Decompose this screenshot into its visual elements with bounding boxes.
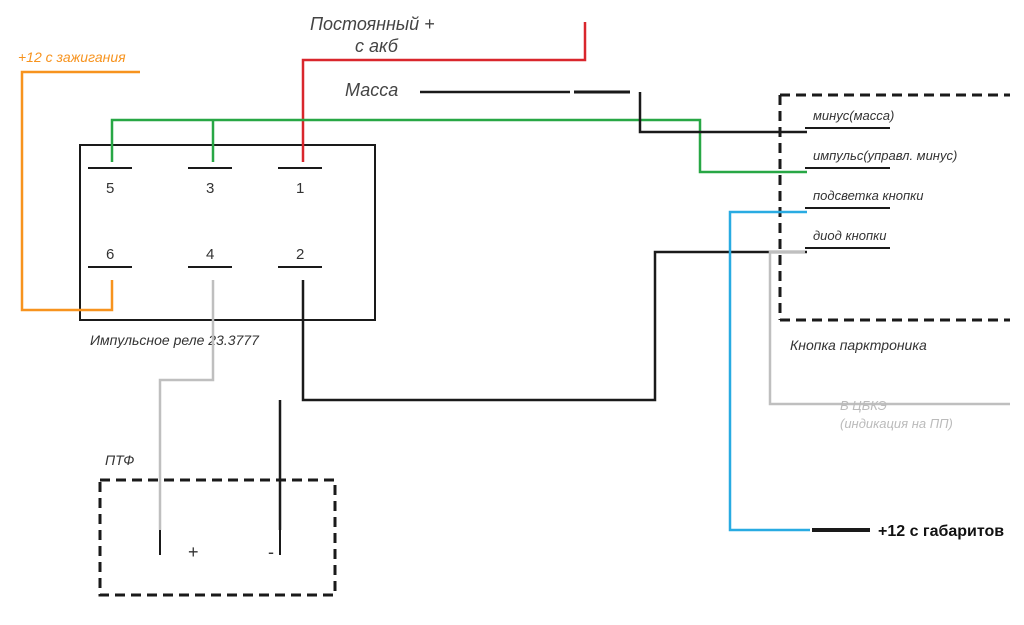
svg-text:Кнопка парктроника: Кнопка парктроника (790, 337, 927, 353)
svg-text:+12 с зажигания: +12 с зажигания (18, 49, 126, 65)
svg-text:6: 6 (106, 246, 114, 263)
svg-text:+: + (188, 542, 199, 562)
svg-text:В ЦБКЭ: В ЦБКЭ (840, 398, 887, 413)
svg-text:2: 2 (296, 246, 304, 263)
svg-text:(индикация на ПП): (индикация на ПП) (840, 416, 953, 431)
svg-text:импульс(управл. минус): импульс(управл. минус) (813, 148, 957, 163)
svg-text:Масса: Масса (345, 80, 398, 100)
svg-text:диод кнопки: диод кнопки (813, 228, 887, 243)
svg-text:1: 1 (296, 180, 304, 197)
svg-text:4: 4 (206, 246, 214, 263)
svg-text:подсветка кнопки: подсветка кнопки (813, 188, 924, 203)
svg-text:Импульсное реле 23.3777: Импульсное реле 23.3777 (90, 332, 260, 348)
svg-text:ПТФ: ПТФ (105, 452, 134, 468)
svg-text:3: 3 (206, 180, 214, 197)
svg-text:минус(масса): минус(масса) (813, 108, 894, 123)
svg-text:5: 5 (106, 180, 114, 197)
svg-text:+12 с габаритов: +12 с габаритов (878, 523, 1004, 540)
svg-text:Постоянный +: Постоянный + (310, 14, 435, 34)
wiring-diagram: 5 3 1 6 4 2 Импульсное реле 23.3777 минус(масса… (0, 0, 1024, 625)
svg-text:с акб: с акб (355, 36, 399, 56)
svg-text:-: - (268, 542, 274, 562)
